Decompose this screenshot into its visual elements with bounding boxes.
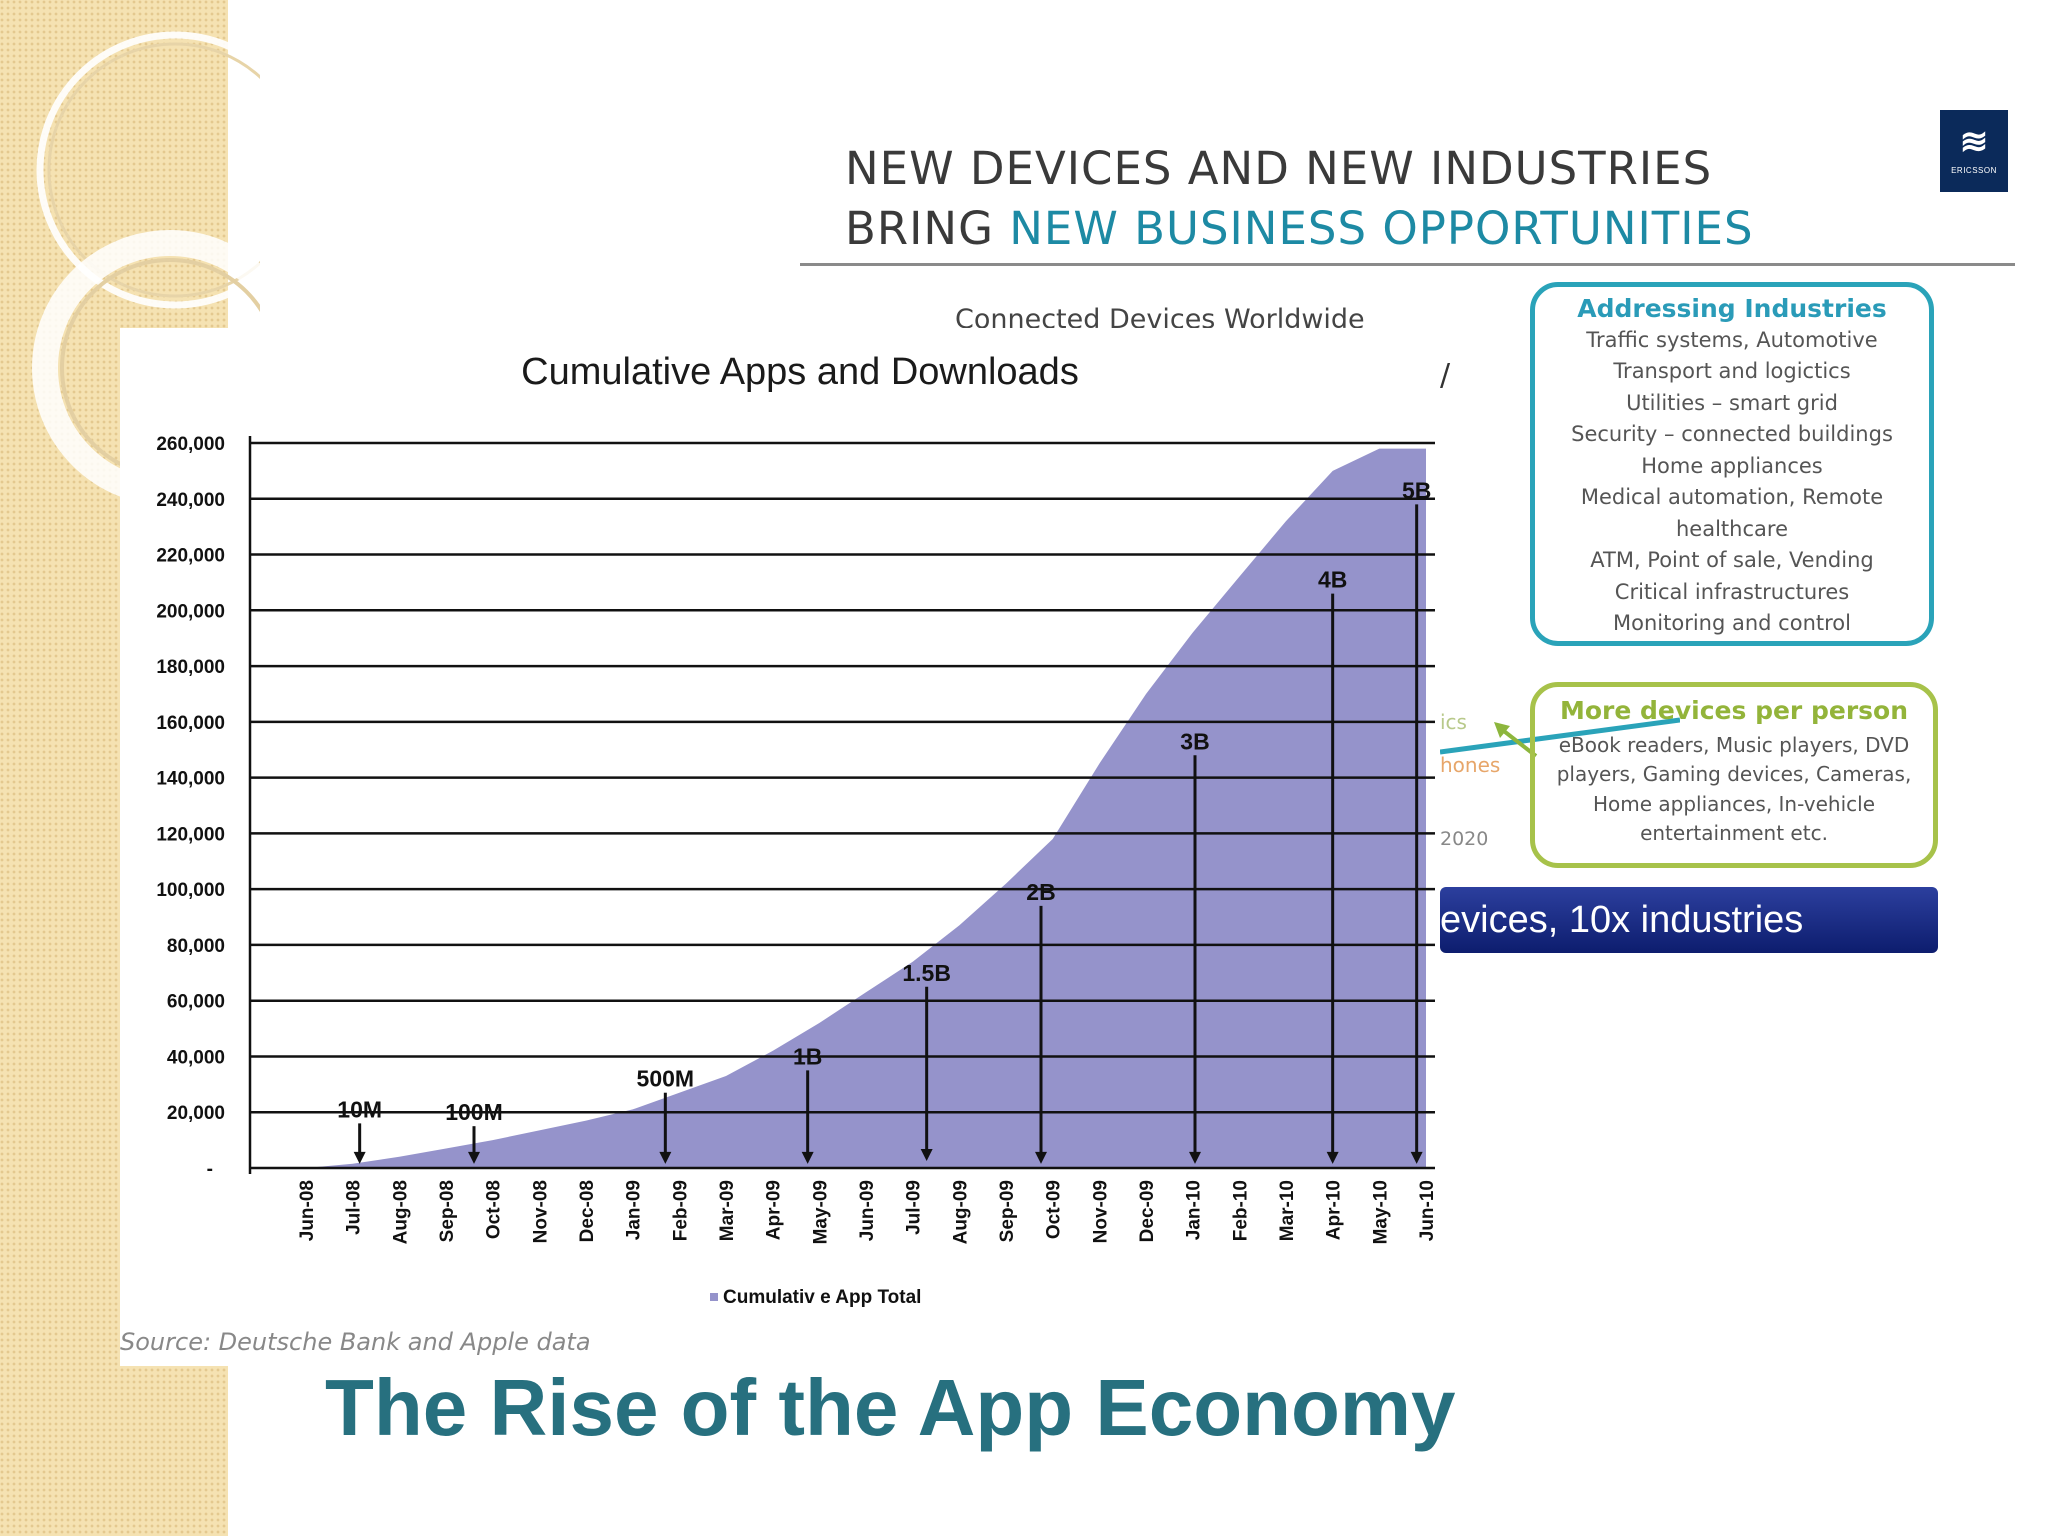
legend-swatch [710,1293,718,1301]
industries-line: healthcare [1676,516,1788,541]
y-tick-label: - [207,1159,213,1180]
series-area [306,448,1426,1169]
y-tick-label: 220,000 [156,546,225,567]
x-tick-label: Jul-09 [904,1180,925,1235]
x-tick-label: Dec-09 [1137,1180,1158,1242]
y-tick-label: 40,000 [167,1047,225,1068]
ericsson-logo-mark-icon: ≋ [1959,123,1989,161]
ericsson-heading-rule [800,263,2015,266]
x-tick-label: Jun-09 [857,1180,878,1241]
annotation-arrowhead [920,1149,933,1162]
industries-line: Utilities – smart grid [1626,390,1838,415]
x-tick-label: Nov-09 [1090,1180,1111,1243]
x-tick-label: Mar-10 [1277,1180,1298,1241]
persons-line: Home appliances, In-vehicle [1592,791,1876,816]
annotation-arrowhead [1326,1151,1339,1164]
legend-label: Cumulativ e App Total [723,1287,921,1308]
x-tick-label: Jun-10 [1417,1180,1438,1241]
x-tick-label: May-09 [810,1180,831,1244]
x-tick-label: Aug-09 [950,1180,971,1244]
addressing-industries-box: Addressing Industries Traffic systems, A… [1530,282,1934,646]
fragment-slash: / [1440,358,1451,393]
persons-line: entertainment etc. [1640,821,1828,845]
industries-line: Home appliances [1641,453,1823,478]
x-tick-label: Apr-09 [764,1180,785,1240]
x-tick-label: May-10 [1370,1180,1391,1244]
slide-title: The Rise of the App Economy [325,1363,1456,1452]
x-tick-label: Mar-09 [717,1180,738,1241]
y-tick-label: 180,000 [156,657,225,678]
x-tick-label: Sep-08 [437,1180,458,1242]
annotation-arrowhead [1035,1151,1047,1164]
y-tick-label: 120,000 [156,824,225,845]
ericsson-heading-line2: BRING NEW BUSINESS OPPORTUNITIES [845,202,1754,255]
industries-line: Critical infrastructures [1614,579,1850,604]
annotation-label: 1B [793,1043,822,1069]
annotation-label: 500M [637,1066,695,1092]
y-tick-label: 240,000 [156,490,225,511]
y-tick-label: 140,000 [156,769,225,790]
annotation-arrowhead [353,1151,366,1164]
industries-line: Transport and logictics [1613,359,1851,383]
embedded-ericsson-slide: NEW DEVICES AND NEW INDUSTRIES BRING NEW… [800,110,2048,1010]
persons-box-title: More devices per person [1559,696,1909,725]
y-tick-label: 260,000 [156,434,225,455]
annotation-arrowhead [468,1151,480,1164]
annotation-label: 2B [1026,879,1055,905]
x-tick-label: Dec-08 [577,1180,598,1242]
x-tick-label: Apr-10 [1324,1180,1345,1240]
y-tick-label: 160,000 [156,713,225,734]
chart-card: Cumulative Apps and Downloads - 20,000 40,0… [120,328,1440,1366]
annotation-arrowhead [659,1151,672,1164]
fragment-hones: hones [1440,753,1501,777]
y-tick-label: 200,000 [156,601,225,622]
industries-line: ATM, Point of sale, Vending [1590,548,1874,572]
annotation-label: 5B [1402,477,1431,503]
ericsson-logo-text: ERICSSON [1951,166,1997,175]
ericsson-banner: evices, 10x industries [1440,887,1938,953]
annotation-label: 4B [1318,567,1347,593]
x-tick-label: Oct-09 [1044,1180,1065,1239]
ericsson-heading-line1: NEW DEVICES AND NEW INDUSTRIES [845,142,1713,195]
y-tick-label: 60,000 [167,992,225,1013]
industries-box-title: Addressing Industries [1577,294,1887,323]
y-tick-label: 20,000 [167,1103,225,1124]
persons-line: players, Gaming devices, Cameras, [1556,762,1912,786]
chart-title: Cumulative Apps and Downloads [521,351,1079,393]
annotation-arrowhead [801,1151,814,1164]
industries-line: Monitoring and control [1613,611,1851,635]
y-tick-label: 100,000 [156,880,225,901]
ericsson-heading-prefix: BRING [845,202,1010,255]
industries-line: Traffic systems, Automotive [1586,327,1878,352]
annotation-label: 1.5B [902,960,951,986]
y-tick-label: 80,000 [167,936,225,957]
industries-line: Security – connected buildings [1571,422,1893,446]
annotation-label: 3B [1180,728,1209,754]
ericsson-logo: ≋ ERICSSON [1940,110,2008,192]
fragment-year: 2020 [1440,828,1489,850]
chart-source: Source: Deutsche Bank and Apple data [120,1328,591,1356]
x-tick-label: Nov-08 [530,1180,551,1243]
annotation-arrowhead [1189,1151,1201,1164]
x-tick-label: Oct-08 [484,1180,505,1239]
x-tick-label: Aug-08 [390,1180,411,1244]
industries-line: Medical automation, Remote [1580,485,1884,509]
x-tick-label: Jan-09 [624,1180,645,1240]
cumulative-apps-chart: Cumulative Apps and Downloads - 20,000 40,0… [156,351,1438,1308]
x-tick-label: Sep-09 [997,1180,1018,1242]
x-tick-label: Jun-08 [297,1180,318,1241]
more-devices-box: More devices per person eBook readers, M… [1530,682,1938,868]
annotation-arrowhead [1410,1151,1423,1164]
x-tick-label: Jan-10 [1184,1180,1205,1240]
ericsson-heading-highlight: NEW BUSINESS OPPORTUNITIES [1009,202,1754,255]
x-tick-label: Feb-10 [1230,1180,1251,1241]
annotation-label: 10M [337,1096,382,1122]
x-tick-label: Jul-08 [344,1180,365,1235]
persons-line: eBook readers, Music players, DVD [1558,732,1910,757]
fragment-ics: ics [1440,710,1467,734]
x-tick-label: Feb-09 [670,1180,691,1241]
annotation-label: 100M [445,1099,503,1125]
connector-lines [1440,717,1680,755]
